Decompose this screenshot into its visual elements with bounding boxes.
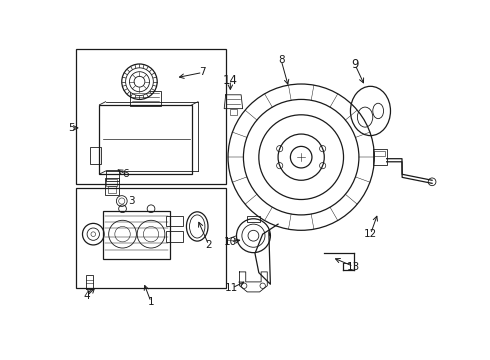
- Bar: [229, 109, 237, 115]
- Bar: [247, 216, 260, 222]
- Bar: [373, 149, 387, 165]
- Bar: [105, 178, 119, 195]
- Text: 14: 14: [223, 74, 238, 87]
- Bar: [106, 180, 117, 186]
- Text: 6: 6: [122, 169, 129, 179]
- Text: 10: 10: [224, 237, 237, 247]
- Text: 2: 2: [205, 240, 212, 250]
- Text: 7: 7: [199, 67, 206, 77]
- Text: 3: 3: [128, 196, 135, 206]
- Text: 11: 11: [225, 283, 239, 293]
- Text: 9: 9: [351, 58, 359, 71]
- Text: 13: 13: [347, 261, 360, 271]
- Circle shape: [125, 68, 153, 95]
- Text: 8: 8: [278, 55, 285, 65]
- Bar: [76, 188, 226, 288]
- Bar: [374, 151, 385, 156]
- Text: 12: 12: [364, 229, 377, 239]
- Text: 1: 1: [147, 297, 154, 307]
- Bar: [76, 49, 226, 184]
- Text: 5: 5: [69, 123, 75, 133]
- Bar: [108, 186, 116, 193]
- Circle shape: [122, 64, 157, 99]
- Text: 4: 4: [84, 291, 91, 301]
